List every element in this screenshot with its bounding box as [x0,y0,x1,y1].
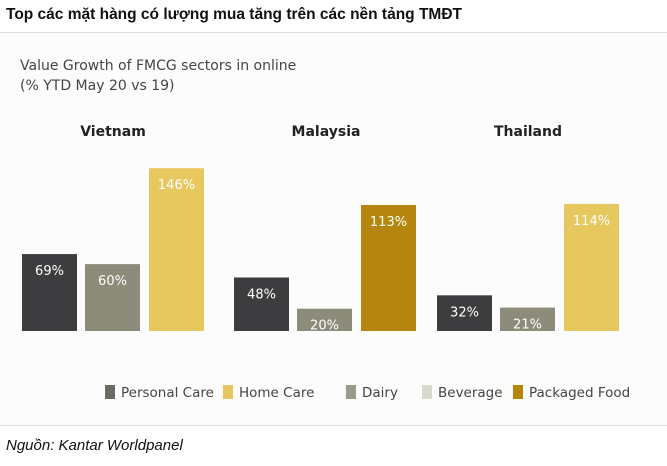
legend-label-beverage: Beverage [438,385,503,401]
legend-swatch-home-care [223,385,233,399]
data-label-malaysia-personal-care: 48% [247,287,276,302]
legend-label-dairy: Dairy [362,385,398,401]
data-label-vietnam-dairy: 60% [98,274,127,289]
data-label-vietnam-personal-care: 69% [35,264,64,279]
legend-label-personal-care: Personal Care [121,385,214,401]
bar-malaysia-personal-care [234,277,289,331]
bar-thailand-dairy [500,307,555,331]
chart-panel [0,32,667,426]
data-label-thailand-dairy: 21% [513,318,542,333]
bar-malaysia-dairy [297,308,352,331]
page-title: Top các mặt hàng có lượng mua tăng trên … [6,6,463,23]
data-label-thailand-home-care: 114% [573,214,610,229]
bar-vietnam-home-care [149,168,204,331]
group-label-vietnam: Vietnam [80,124,146,140]
chart-title: Value Growth of FMCG sectors in online [20,58,297,74]
data-label-malaysia-dairy: 20% [310,319,339,334]
bar-thailand-personal-care [437,295,492,331]
group-label-thailand: Thailand [494,124,562,140]
data-label-vietnam-home-care: 146% [158,178,195,193]
source-note: Nguồn: Kantar Worldpanel [6,437,183,454]
legend-label-home-care: Home Care [239,385,314,401]
bar-vietnam-dairy [85,264,140,331]
bar-malaysia-packaged-food [361,205,416,331]
bar-vietnam-personal-care [22,254,77,331]
legend-swatch-beverage [422,385,432,399]
bar-thailand-home-care [564,203,619,331]
data-label-thailand-personal-care: 32% [450,305,479,320]
data-label-malaysia-packaged-food: 113% [370,215,407,230]
legend-swatch-personal-care [105,385,115,399]
legend-label-packaged-food: Packaged Food [529,385,630,401]
legend-swatch-packaged-food [513,385,523,399]
chart-subtitle: (% YTD May 20 vs 19) [20,78,175,94]
group-label-malaysia: Malaysia [292,124,361,140]
legend-swatch-dairy [346,385,356,399]
